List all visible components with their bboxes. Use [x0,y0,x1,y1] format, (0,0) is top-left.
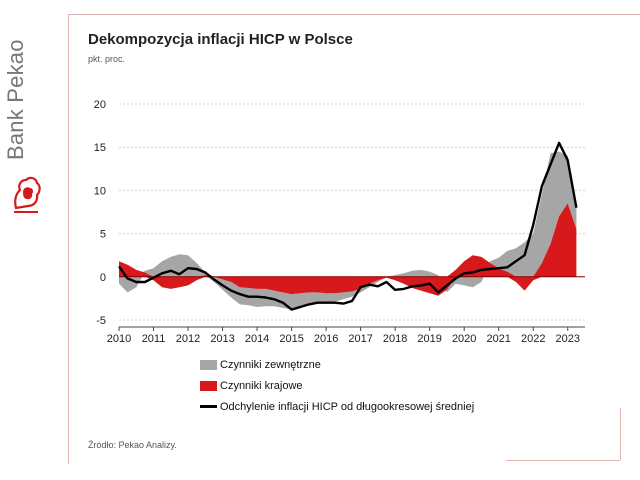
x-tick-label: 2023 [555,333,579,345]
frame-left-line [68,14,69,464]
y-tick-label: -5 [96,315,106,327]
series-line-deviation [118,141,578,311]
x-tick-label: 2021 [486,333,510,345]
bank-pekao-logo-icon [14,176,41,213]
x-tick-label: 2010 [107,333,131,345]
x-tick-label: 2018 [383,333,407,345]
legend-swatch-domestic [200,380,217,391]
legend-label-external: Czynniki zewnętrzne [220,358,321,371]
series-area-domestic [119,203,577,296]
x-tick-label: 2012 [176,333,200,345]
x-tick-label: 2022 [521,333,545,345]
legend-item-domestic: Czynniki krajowe [200,375,474,396]
chart-unit-label: pkt. proc. [88,54,126,64]
x-tick-label: 2013 [210,333,234,345]
x-tick-label: 2014 [245,333,269,345]
chart-title: Dekompozycja inflacji HICP w Polsce [88,31,353,48]
y-tick-label: 0 [100,272,106,284]
legend-item-deviation: Odchylenie inflacji HICP od długookresow… [200,396,474,417]
chart-legend: Czynniki zewnętrzne Czynniki krajowe Odc… [200,354,474,417]
legend-item-external: Czynniki zewnętrzne [200,354,474,375]
frame-right-line [620,408,621,460]
y-tick-label: 20 [94,99,106,111]
y-tick-label: 5 [100,229,106,241]
x-tick-label: 2020 [452,333,476,345]
brand-sidebar: Bank Pekao [0,0,50,480]
frame-top-line [68,14,640,15]
legend-label-deviation: Odchylenie inflacji HICP od długookresow… [220,400,475,413]
x-tick-label: 2019 [417,333,441,345]
x-tick-label: 2015 [279,333,303,345]
x-tick-label: 2011 [142,333,166,345]
legend-label-domestic: Czynniki krajowe [220,379,303,392]
legend-swatch-external [200,359,217,370]
x-tick-label: 2017 [348,333,372,345]
y-tick-label: 15 [94,142,106,154]
x-tick-label: 2016 [314,333,338,345]
legend-swatch-deviation [200,405,217,408]
y-tick-label: 10 [94,185,106,197]
frame-bottom-line [506,460,620,461]
source-note: Źródło: Pekao Analizy. [88,440,177,450]
